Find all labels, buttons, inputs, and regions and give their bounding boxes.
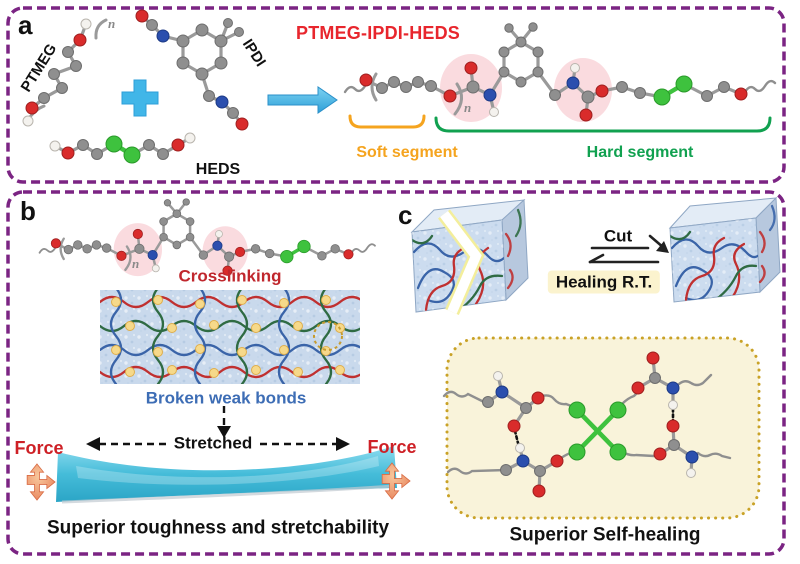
heds-label: HEDS	[195, 161, 241, 178]
heds-molecule	[49, 132, 196, 164]
hard-segment-bracket	[434, 116, 772, 133]
crosslinking-label: Crosslinking	[178, 266, 282, 286]
product-title: PTMEG-IPDI-HEDS	[295, 23, 461, 43]
panel-bc: n	[6, 190, 786, 556]
plus-icon	[121, 79, 159, 117]
self-healing-caption: Superior Self-healing	[509, 524, 701, 546]
hard-segment-label: Hard segment	[586, 144, 694, 161]
stretched-film	[56, 446, 397, 504]
panel-c-letter: c	[398, 200, 413, 230]
cube-cut	[410, 198, 529, 315]
ipdi-molecule	[135, 9, 249, 131]
reaction-arrow-icon	[267, 86, 338, 114]
product-repeat-n: n	[464, 100, 471, 115]
panel-bc-artwork: n	[6, 190, 786, 556]
crosslinked-network-diagram	[100, 290, 360, 384]
panel-a-letter: a	[18, 10, 33, 40]
product-molecule: n	[345, 23, 775, 122]
weak-bond-highlight-circle	[313, 321, 343, 351]
toughness-caption: Superior toughness and stretchability	[46, 517, 390, 539]
panel-b-letter: b	[20, 196, 36, 226]
self-healing-diagram	[442, 336, 761, 520]
stretched-label: Stretched	[173, 433, 253, 453]
panel-a: n	[6, 6, 786, 184]
segment-brackets	[348, 114, 772, 133]
polymer-chain-molecule: n	[37, 196, 377, 278]
force-label-right: Force	[367, 437, 417, 457]
cut-label: Cut	[603, 226, 633, 246]
panel-a-artwork: n	[6, 6, 786, 184]
force-label-left: Force	[14, 438, 64, 458]
stretch-arrows	[86, 406, 350, 451]
healing-label: Healing R.T.	[547, 270, 661, 294]
crosslink-nodes	[111, 295, 345, 378]
cube-healed	[668, 196, 781, 303]
chain-repeat-n: n	[132, 256, 139, 271]
soft-segment-bracket	[348, 114, 426, 129]
broken-weak-bonds-label: Broken weak bonds	[145, 388, 307, 408]
soft-segment-label: Soft segment	[356, 144, 458, 161]
equilibrium-arrows-icon	[588, 234, 669, 264]
ptmeg-molecule: n	[22, 16, 115, 127]
panel-a-border	[6, 6, 786, 184]
ptmeg-repeat-n: n	[108, 16, 115, 31]
